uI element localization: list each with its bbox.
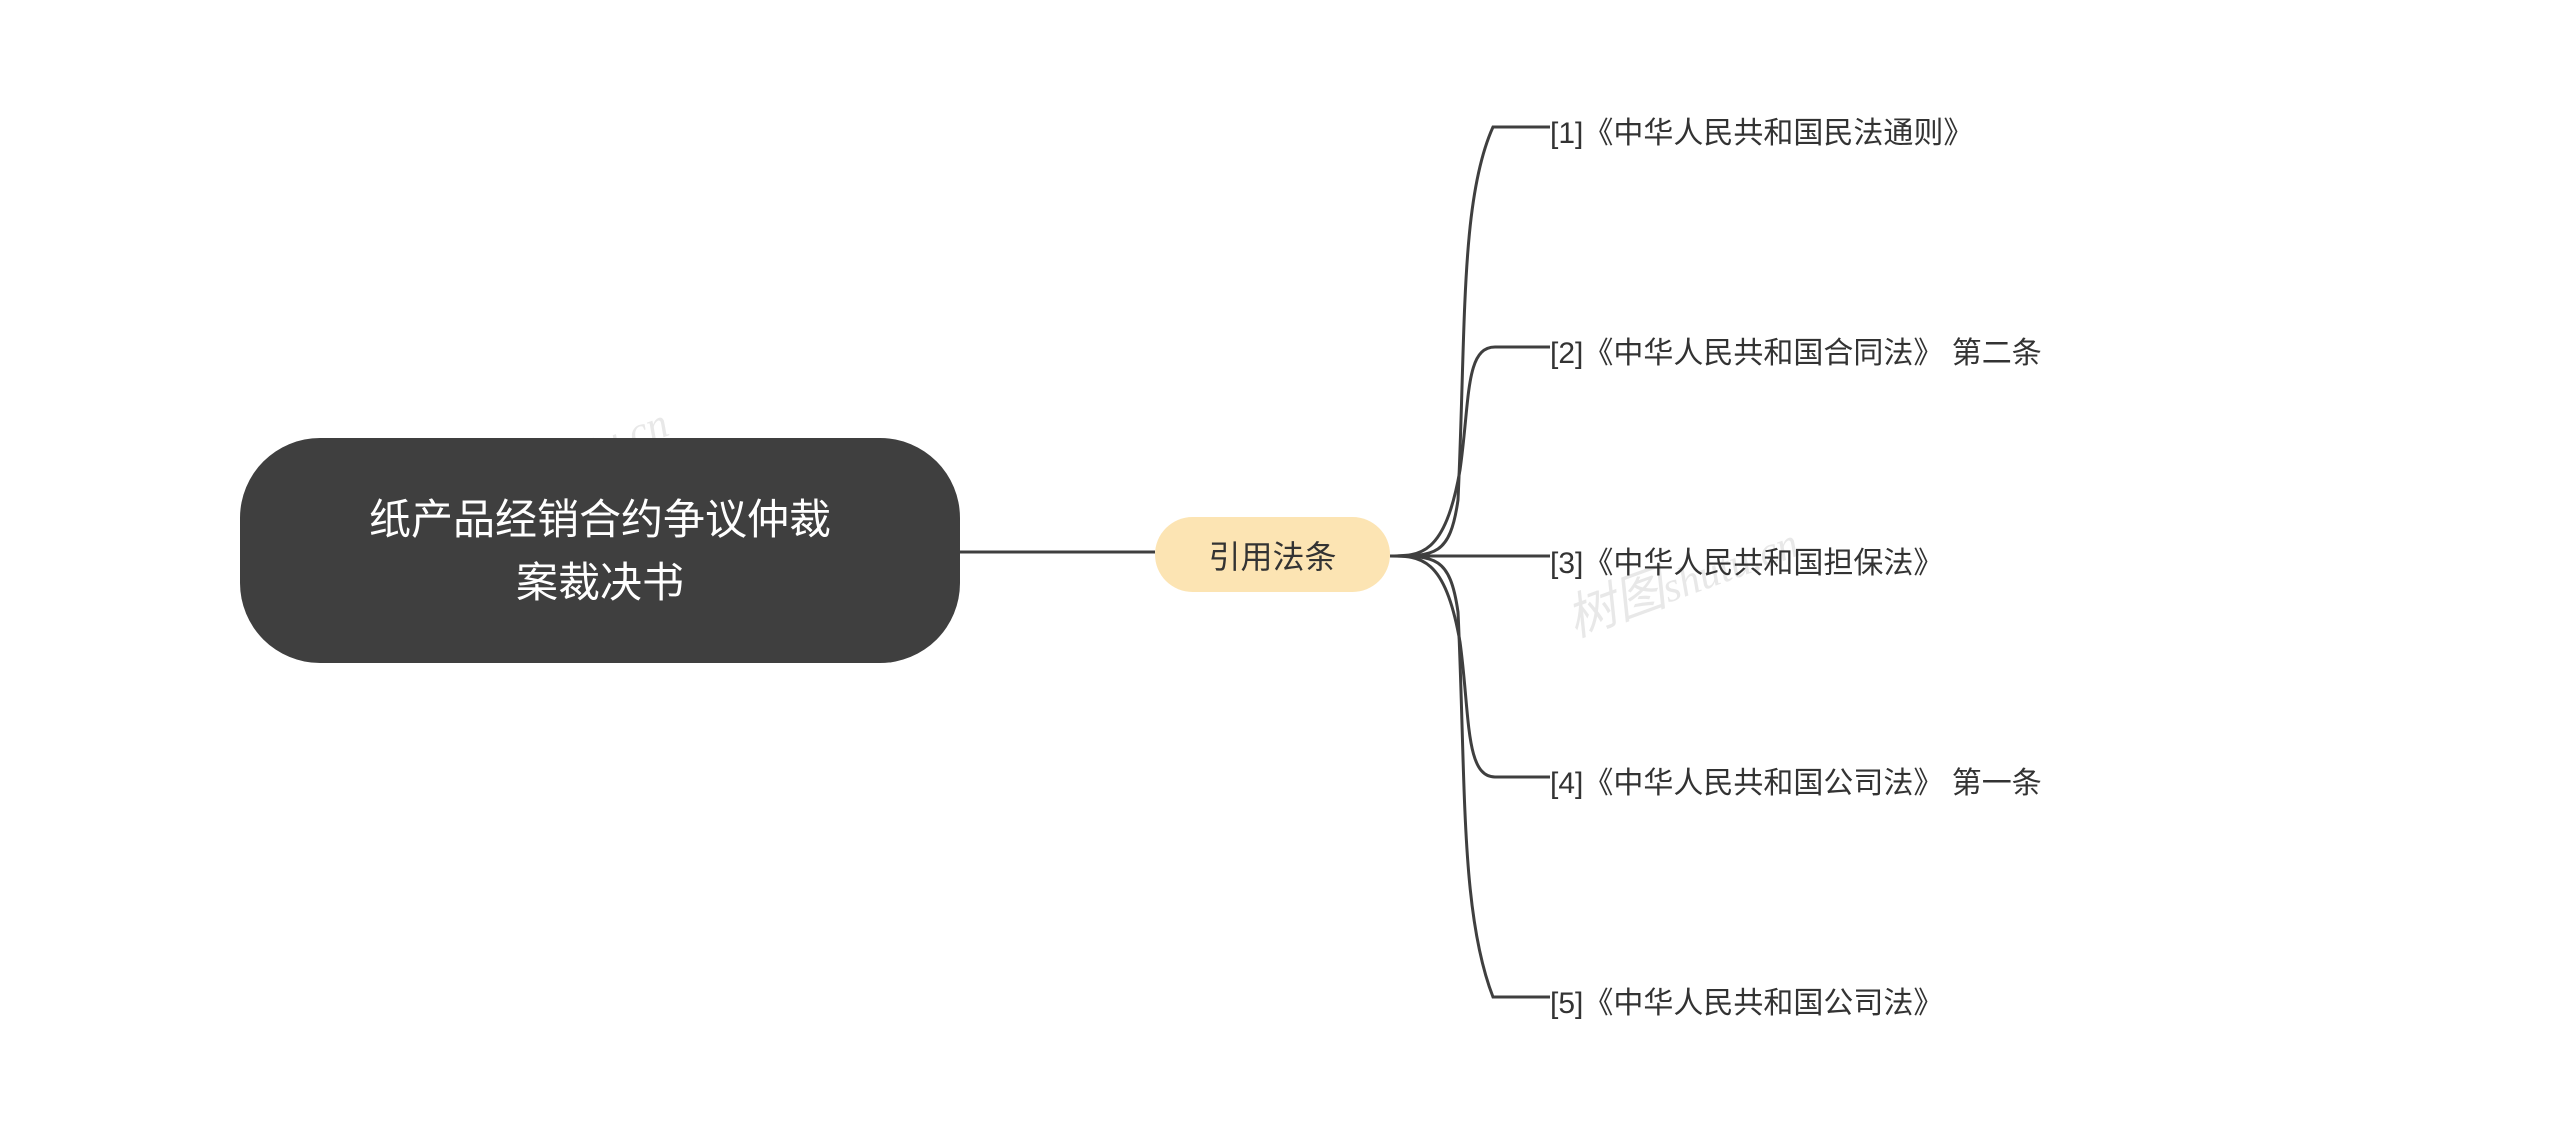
leaf-label-4: [4]《中华人民共和国公司法》 第一条: [1550, 767, 2042, 800]
root-line2: 案裁决书: [516, 551, 684, 614]
root-line1: 纸产品经销合约争议仲裁: [369, 488, 831, 551]
leaf-label-5: [5]《中华人民共和国公司法》: [1550, 987, 1943, 1020]
leaf-node-2: [2]《中华人民共和国合同法》 第二条: [1550, 328, 2042, 372]
leaf-label-1: [1]《中华人民共和国民法通则》: [1550, 117, 1973, 150]
leaf-node-1: [1]《中华人民共和国民法通则》: [1550, 108, 1973, 152]
leaf-node-3: [3]《中华人民共和国担保法》: [1550, 538, 1943, 582]
leaf-label-2: [2]《中华人民共和国合同法》 第二条: [1550, 337, 2042, 370]
leaf-node-5: [5]《中华人民共和国公司法》: [1550, 978, 1943, 1022]
leaf-label-3: [3]《中华人民共和国担保法》: [1550, 547, 1943, 580]
sub-node: 引用法条: [1155, 517, 1390, 592]
leaf-node-4: [4]《中华人民共和国公司法》 第一条: [1550, 758, 2042, 802]
root-node: 纸产品经销合约争议仲裁 案裁决书: [240, 438, 960, 663]
sub-label: 引用法条: [1208, 532, 1336, 578]
mindmap-container: 树图shutu.cn 树图shutu.cn 纸产品经销合约争议仲裁 案裁决书 引…: [0, 0, 2560, 1138]
